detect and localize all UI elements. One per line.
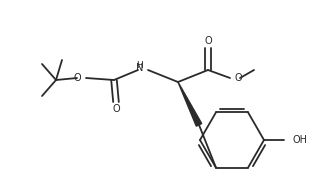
Text: H: H	[136, 61, 143, 70]
Text: OH: OH	[293, 135, 308, 145]
Text: N: N	[136, 63, 143, 73]
Text: O: O	[204, 36, 212, 46]
Polygon shape	[178, 82, 202, 126]
Text: O: O	[73, 73, 81, 83]
Text: O: O	[235, 73, 242, 83]
Text: O: O	[112, 104, 120, 114]
